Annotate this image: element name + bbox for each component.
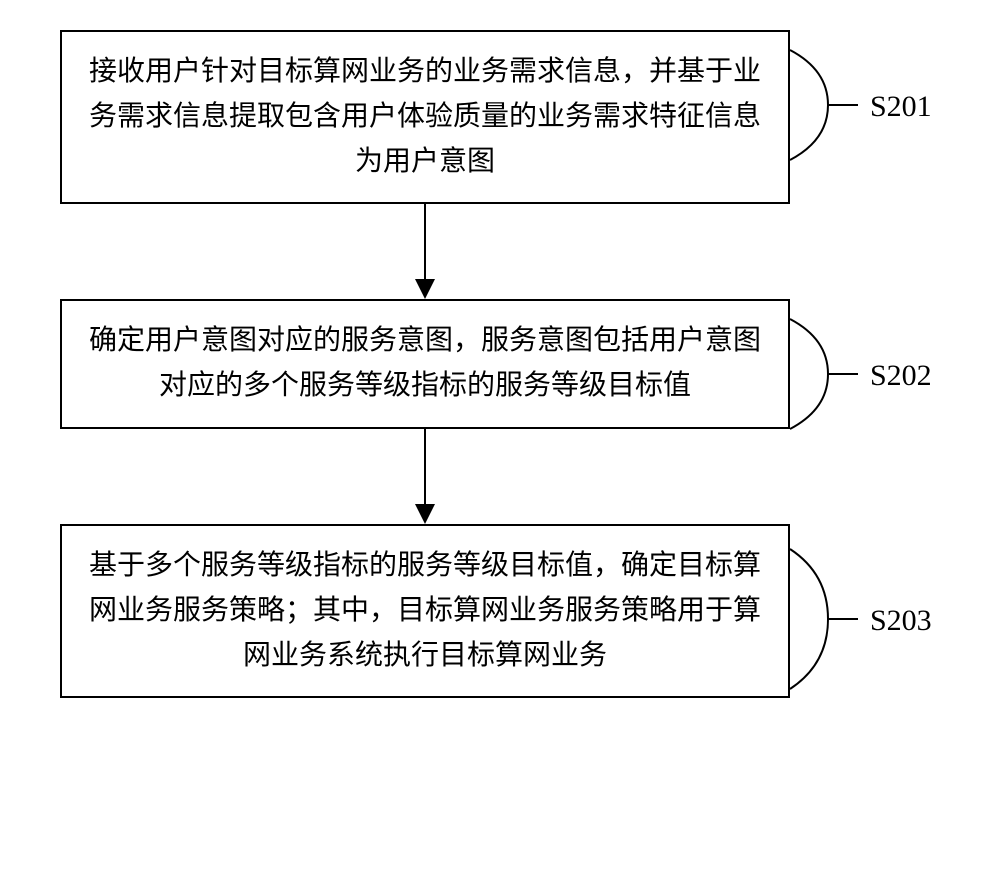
- curve-path: [790, 549, 828, 689]
- step-box-s201: 接收用户针对目标算网业务的业务需求信息，并基于业务需求信息提取包含用户体验质量的…: [60, 30, 790, 204]
- step-box-s203: 基于多个服务等级指标的服务等级目标值，确定目标算网业务服务策略；其中，目标算网业…: [60, 524, 790, 698]
- step-text: 基于多个服务等级指标的服务等级目标值，确定目标算网业务服务策略；其中，目标算网业…: [89, 550, 761, 671]
- arrow-head-icon: [415, 279, 435, 299]
- step-text: 确定用户意图对应的服务意图，服务意图包括用户意图对应的多个服务等级指标的服务等级…: [89, 325, 761, 401]
- arrow-svg: [405, 429, 445, 524]
- arrow-svg: [405, 204, 445, 299]
- step-label-s201: S201: [870, 90, 932, 124]
- arrow-s202-s203: [60, 429, 790, 524]
- step-row-s201: 接收用户针对目标算网业务的业务需求信息，并基于业务需求信息提取包含用户体验质量的…: [60, 30, 940, 204]
- arrow-s201-s202: [60, 204, 790, 299]
- step-row-s203: 基于多个服务等级指标的服务等级目标值，确定目标算网业务服务策略；其中，目标算网业…: [60, 524, 940, 698]
- step-text: 接收用户针对目标算网业务的业务需求信息，并基于业务需求信息提取包含用户体验质量的…: [89, 56, 761, 177]
- step-label-s202: S202: [870, 359, 932, 393]
- step-box-s202: 确定用户意图对应的服务意图，服务意图包括用户意图对应的多个服务等级指标的服务等级…: [60, 299, 790, 429]
- arrow-head-icon: [415, 504, 435, 524]
- curve-path: [790, 319, 828, 429]
- curve-path: [790, 50, 828, 160]
- flowchart-container: 接收用户针对目标算网业务的业务需求信息，并基于业务需求信息提取包含用户体验质量的…: [60, 30, 940, 698]
- step-row-s202: 确定用户意图对应的服务意图，服务意图包括用户意图对应的多个服务等级指标的服务等级…: [60, 299, 940, 429]
- step-label-s203: S203: [870, 604, 932, 638]
